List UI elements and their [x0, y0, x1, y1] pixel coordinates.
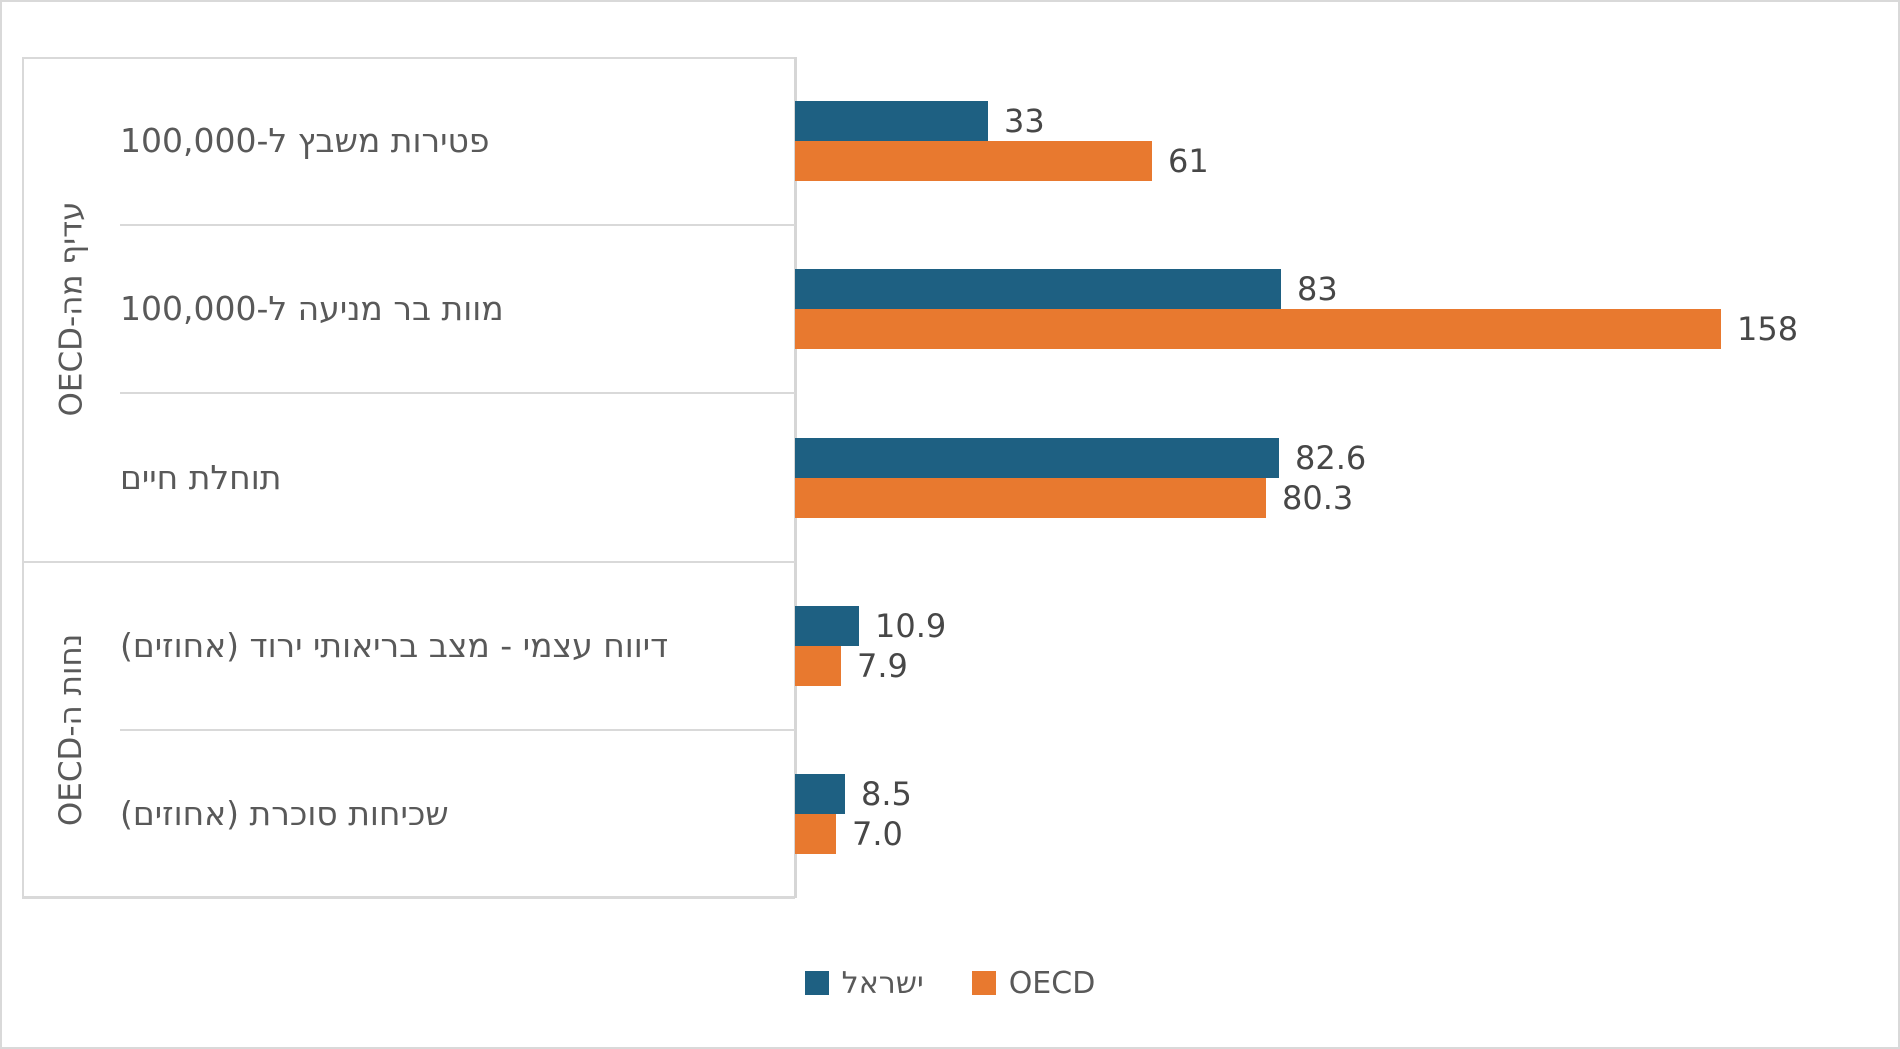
row-divider-line — [120, 224, 795, 227]
group-label-worse-than-oecd: נחות ה-OECD — [22, 562, 120, 898]
value-label: 8.5 — [861, 774, 912, 813]
bar-oecd — [795, 309, 1721, 350]
group-divider-line — [22, 560, 795, 563]
category-label: מוות בר מניעה ל-100,000 — [120, 289, 504, 329]
category-label: פטירות משבץ ל-100,000 — [120, 121, 490, 161]
category-label: שכיחות סוכרת (אחוזים) — [120, 793, 449, 833]
bar-israel — [795, 269, 1281, 310]
value-label: 158 — [1737, 310, 1799, 349]
value-label: 7.0 — [852, 814, 903, 853]
legend: ישראל OECD — [2, 954, 1898, 1012]
value-label: 33 — [1004, 102, 1045, 141]
legend-item-oecd: OECD — [971, 965, 1096, 1001]
bar-oecd — [795, 645, 841, 686]
category-label: דיווח עצמי - מצב בריאותי ירוד (אחוזים) — [120, 625, 669, 665]
value-label: 7.9 — [857, 646, 908, 685]
row-divider-line — [120, 392, 795, 395]
legend-label-israel: ישראל — [841, 965, 924, 1001]
plot-left-border — [22, 57, 24, 898]
group-label-better-than-oecd: עדיף מה-OECD — [22, 57, 120, 562]
value-label: 82.6 — [1295, 438, 1367, 477]
plot-bottom-border — [22, 896, 795, 899]
bar-israel — [795, 605, 859, 646]
legend-item-israel: ישראל — [804, 965, 924, 1001]
group-label-text: עדיף מה-OECD — [53, 201, 89, 417]
value-label: 83 — [1297, 270, 1338, 309]
plot-top-border — [22, 57, 795, 59]
bar-oecd — [795, 477, 1266, 518]
bar-oecd — [795, 813, 836, 854]
category-label: תוחלת חיים — [120, 457, 282, 497]
value-label: 61 — [1168, 142, 1209, 181]
legend-swatch-oecd — [971, 971, 996, 995]
row-divider-line — [120, 728, 795, 731]
bar-oecd — [795, 141, 1152, 182]
bar-israel — [795, 437, 1279, 478]
legend-label-oecd: OECD — [1008, 965, 1096, 1001]
bar-israel — [795, 101, 988, 142]
value-label: 80.3 — [1282, 478, 1354, 517]
group-label-text: נחות ה-OECD — [53, 633, 90, 826]
bar-israel — [795, 773, 845, 814]
value-label: 10.9 — [875, 606, 947, 645]
legend-swatch-israel — [804, 971, 829, 995]
